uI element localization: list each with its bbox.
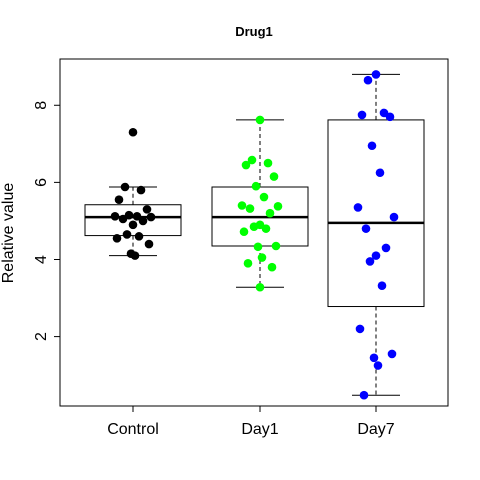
y-tick-label: 6 [33,178,50,187]
data-point [259,192,269,202]
data-point [267,262,277,272]
x-tick-label: Day1 [241,421,278,438]
data-point [363,75,373,85]
plot-area: 2 4 6 8 Control Day1 Day7 [33,70,425,438]
data-point [385,112,395,122]
data-point [359,390,369,400]
data-point [265,208,275,218]
data-point [257,253,267,262]
data-point [357,110,367,120]
box-control [84,204,182,237]
data-point [138,216,148,226]
box-day7 [327,119,425,308]
data-point [247,155,257,165]
data-point [369,353,379,363]
data-point [353,203,363,212]
data-point [239,227,249,237]
data-point [118,214,128,224]
data-point [269,172,279,181]
plot-frame [59,58,449,407]
data-point [261,224,271,233]
data-point [144,239,154,249]
data-point [253,242,263,252]
data-point [136,185,146,195]
data-point [381,243,391,253]
data-point [255,282,265,292]
data-point [142,205,152,214]
data-point [371,70,381,79]
x-tick-label: Day7 [357,421,394,438]
data-point [355,324,365,334]
data-point [245,204,255,213]
data-point [130,251,140,260]
data-point [128,220,138,230]
data-point [361,224,371,233]
data-point [128,127,138,137]
data-point [237,201,247,210]
y-axis-label: Relative value [0,183,17,284]
y-tick-label: 8 [33,101,50,110]
data-point [389,212,399,222]
data-point [122,230,132,239]
data-point [377,281,387,291]
data-point [387,349,397,359]
x-tick-label: Control [107,421,159,438]
data-point [249,222,259,232]
data-point [241,160,251,170]
data-point [365,257,375,266]
data-point [146,212,156,222]
data-point [110,212,120,221]
data-point [120,182,130,192]
data-point [114,195,124,205]
y-tick-label: 2 [33,332,50,341]
data-point [134,232,144,241]
chart-title: Drug1 [235,24,273,39]
data-point [371,251,381,260]
data-point [263,158,273,168]
data-point [375,168,385,178]
y-tick-label: 4 [33,255,50,264]
data-point [373,361,383,370]
data-point [112,233,122,243]
data-point [271,241,281,251]
data-point [243,259,253,268]
data-point [273,201,283,211]
data-point [255,115,265,125]
data-point [132,212,142,221]
data-point [251,181,261,191]
data-point [367,141,377,151]
